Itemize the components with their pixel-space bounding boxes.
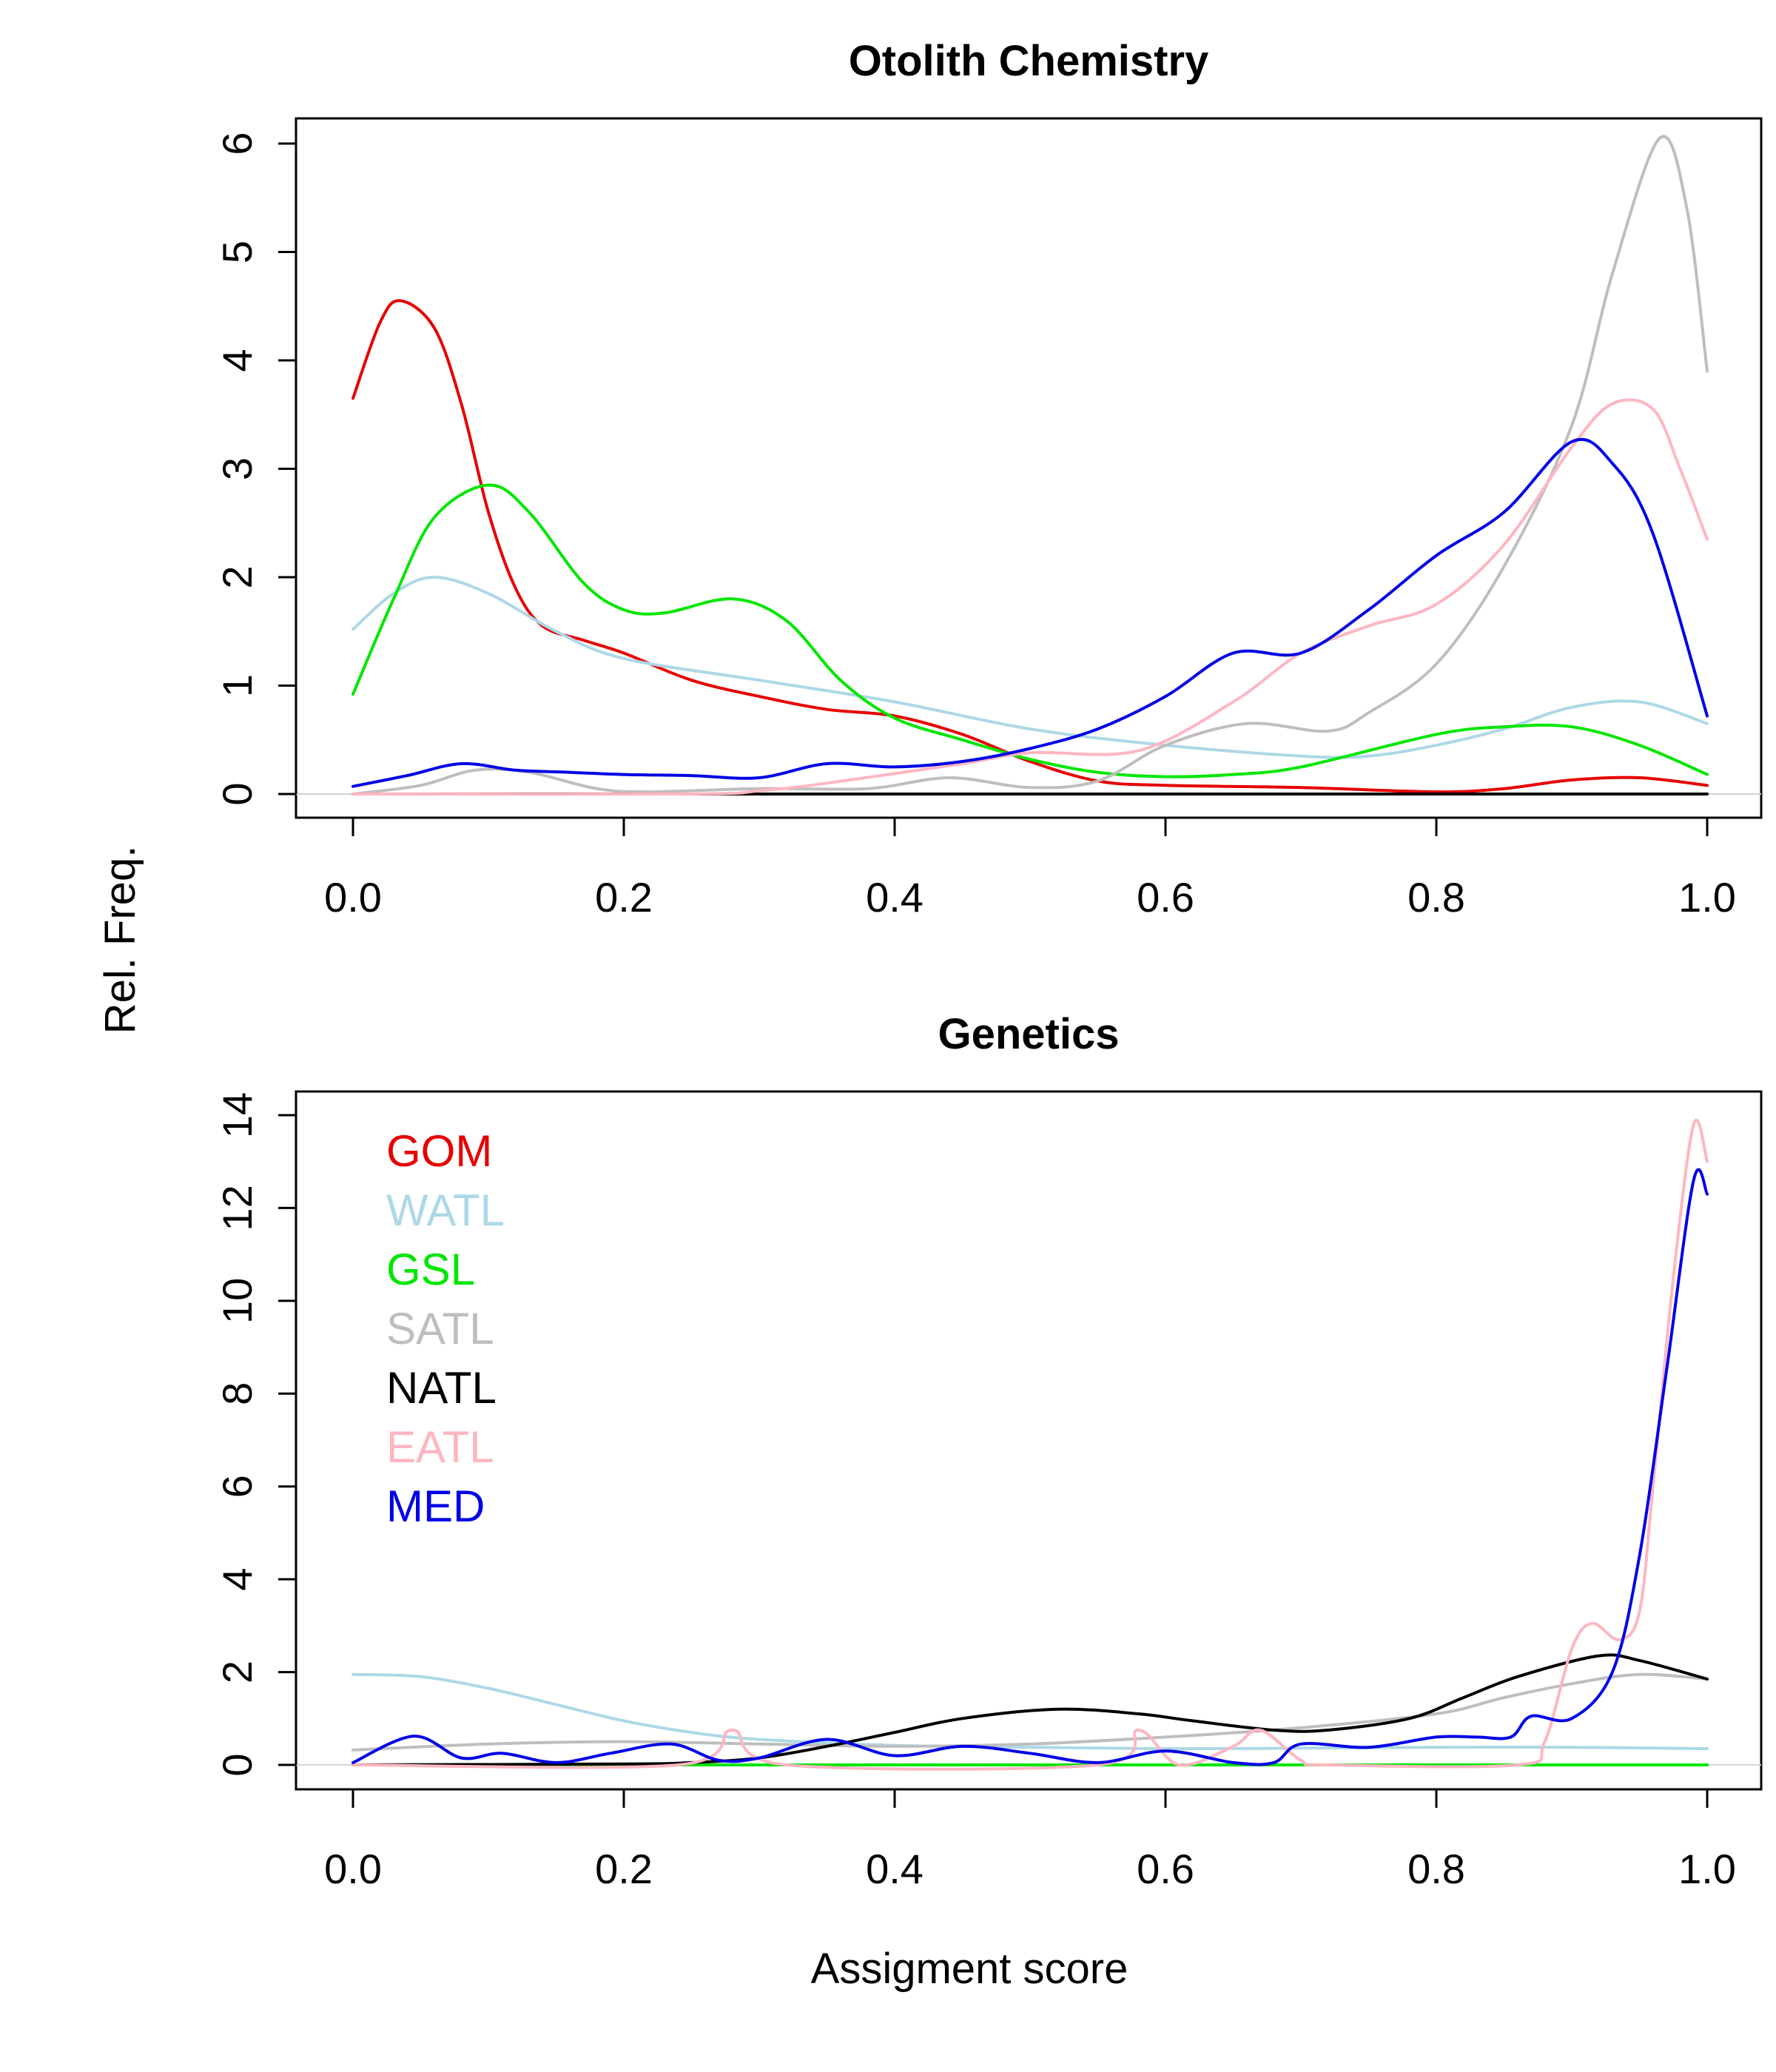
y-tick-label: 3	[214, 457, 260, 480]
y-tick-label: 0	[214, 782, 260, 805]
legend-label-watl: WATL	[386, 1185, 505, 1235]
x-tick-label: 0.6	[1137, 874, 1194, 921]
series-line-med	[352, 437, 1709, 788]
y-tick-label: 2	[214, 565, 260, 588]
legend: GOM WATL GSL SATL NATL EATL MED	[386, 1126, 505, 1531]
y-tick-label: 6	[214, 1475, 260, 1498]
series-line-eatl	[352, 398, 1709, 796]
plot-frame	[295, 1090, 1763, 1791]
series-group	[352, 1118, 1709, 1771]
y-tick-label: 4	[214, 1568, 260, 1591]
legend-label-satl: SATL	[386, 1304, 494, 1353]
x-tick-label: 0.8	[1407, 874, 1465, 921]
x-tick-label: 0.4	[866, 1846, 924, 1892]
series-line-satl	[352, 135, 1709, 796]
otolith-chemistry-panel: Otolith Chemistry 0.0 0.2 0.4 0.6 0.8 1.0 0 1 2 3 4…	[214, 37, 1763, 921]
series-line-med	[352, 1168, 1709, 1766]
x-tick-label: 0.8	[1407, 1846, 1465, 1892]
y-tick-label: 5	[214, 240, 260, 263]
legend-label-eatl: EATL	[386, 1422, 494, 1472]
x-axis-label: Assigment score	[811, 1945, 1128, 1993]
x-tick-label: 0.2	[595, 874, 653, 921]
chart-title: Otolith Chemistry	[849, 37, 1209, 85]
legend-label-gsl: GSL	[386, 1245, 475, 1294]
series-line-eatl	[352, 1118, 1709, 1771]
y-tick-label: 12	[214, 1185, 260, 1231]
series-group	[352, 135, 1709, 796]
y-tick-label: 6	[214, 132, 260, 155]
y-axis-label: Rel. Freq.	[96, 846, 144, 1035]
series-line-gom	[352, 299, 1709, 794]
series-line-gsl	[352, 483, 1709, 778]
series-line-satl	[352, 1672, 1709, 1752]
genetics-panel: Genetics 0.0 0.2 0.4 0.6 0.8 1.0 0 2 4 6 8 10 12 14 GOM…	[214, 1010, 1763, 1892]
x-tick-label: 1.0	[1678, 874, 1736, 921]
chart-title: Genetics	[938, 1010, 1120, 1058]
legend-label-gom: GOM	[386, 1126, 492, 1176]
y-tick-label: 1	[214, 674, 260, 697]
legend-label-med: MED	[386, 1481, 485, 1531]
x-tick-label: 0.0	[324, 874, 382, 921]
y-tick-label: 0	[214, 1753, 260, 1776]
y-tick-label: 2	[214, 1661, 260, 1684]
x-tick-label: 0.4	[866, 874, 924, 921]
legend-label-natl: NATL	[386, 1363, 497, 1413]
y-tick-label: 14	[214, 1092, 260, 1138]
y-tick-label: 8	[214, 1382, 260, 1405]
y-tick-label: 10	[214, 1278, 260, 1324]
y-tick-label: 4	[214, 349, 260, 371]
series-line-watl	[352, 576, 1709, 759]
x-tick-label: 0.0	[324, 1846, 382, 1892]
x-tick-label: 1.0	[1678, 1846, 1736, 1892]
x-tick-label: 0.2	[595, 1846, 653, 1892]
x-tick-label: 0.6	[1137, 1846, 1194, 1892]
plot-frame	[295, 117, 1763, 819]
